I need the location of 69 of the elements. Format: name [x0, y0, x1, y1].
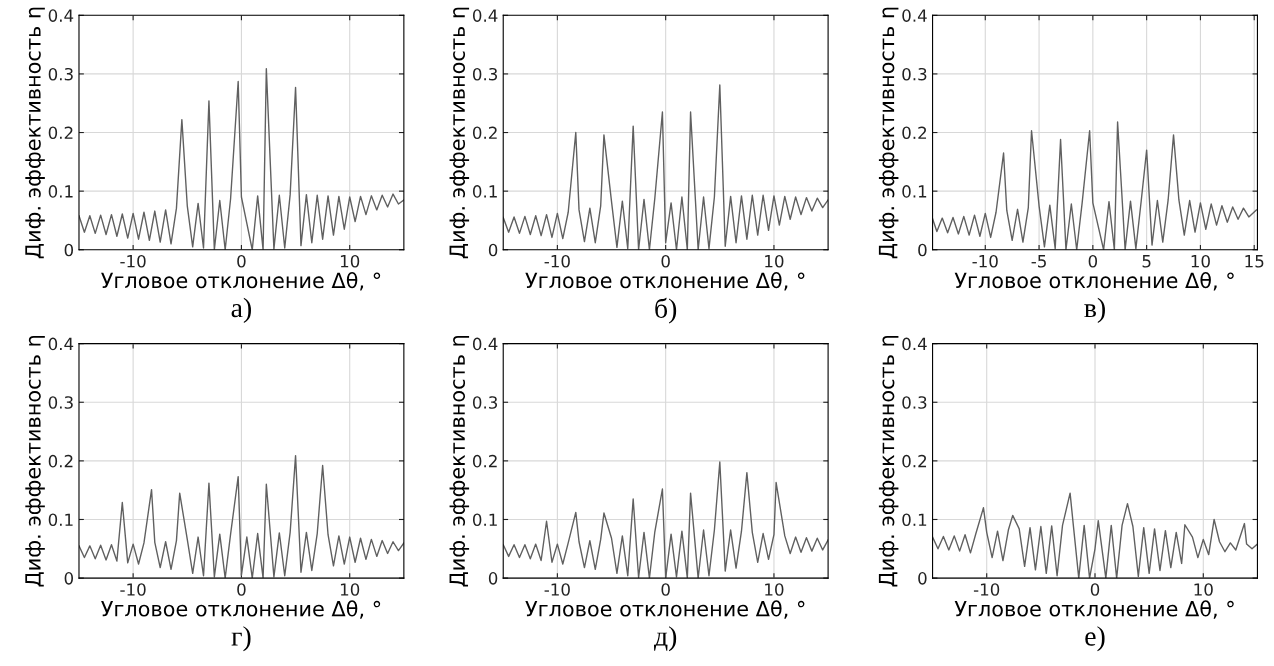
x-tick-label: 10 [1191, 254, 1210, 268]
y-tick-label: 0.1 [472, 185, 497, 198]
text: в) [1084, 297, 1105, 323]
y-tick-label: 0.4 [472, 337, 498, 351]
x-tick-label: 10 [340, 254, 360, 268]
text: б) [655, 297, 677, 324]
x-tick-label: 0 [237, 583, 246, 596]
x-axis-title: Угловое отклонение Δθ, ° [101, 600, 381, 619]
text: а) [231, 297, 251, 323]
x-tick-label: 5 [1142, 255, 1151, 268]
x-axis-title: Угловое отклонение Δθ, ° [954, 271, 1234, 291]
y-tick-label: 0 [918, 243, 927, 257]
text: е) [1085, 626, 1105, 652]
x-tick-label: 0 [237, 254, 246, 268]
x-axis-title: Угловое отклонение Δθ, ° [101, 271, 381, 291]
x-tick-label: 0 [1090, 583, 1100, 596]
x-axis-title: Угловое отклонение Δθ, ° [954, 600, 1234, 619]
y-tick-label: 0.3 [48, 67, 73, 81]
y-tick-label: 0.2 [902, 126, 927, 140]
text: г) [231, 626, 251, 652]
y-tick-label: 0 [488, 243, 498, 257]
y-tick-label: 0.2 [472, 126, 497, 140]
y-tick-label: 0.1 [48, 185, 73, 198]
y-tick-label: 0.3 [472, 67, 498, 81]
y-tick-label: 0 [64, 243, 74, 257]
x-axis-title: Угловое отклонение Δθ, ° [525, 600, 805, 619]
y-tick-label: 0.3 [48, 396, 73, 409]
x-tick-label: -10 [973, 583, 1000, 596]
x-tick-label: 0 [661, 254, 670, 268]
y-tick-label: 0.4 [48, 9, 74, 22]
y-axis-title: Диф. эффективность η [449, 335, 470, 587]
y-tick-label: 0.2 [48, 454, 73, 468]
x-tick-label: 10 [340, 583, 360, 596]
x-axis-title: Угловое отклонение Δθ, ° [525, 271, 805, 291]
y-axis-title: Диф. эффективность η [25, 335, 45, 587]
x-tick-label: 15 [1245, 255, 1264, 268]
y-tick-label: 0.1 [472, 513, 497, 527]
y-axis-title: Диф. эффективность η [25, 7, 45, 259]
y-tick-label: 0.4 [472, 9, 498, 22]
y-tick-label: 0 [64, 572, 74, 585]
y-tick-label: 0.3 [902, 396, 927, 409]
x-tick-label: -10 [972, 254, 998, 268]
x-tick-label: 10 [765, 583, 784, 596]
text: д) [653, 626, 677, 652]
x-tick-label: -10 [544, 254, 570, 268]
y-tick-label: 0 [918, 572, 927, 585]
y-tick-label: 0.4 [48, 337, 74, 351]
x-tick-label: -10 [120, 254, 146, 268]
y-tick-label: 0.1 [902, 513, 927, 527]
y-tick-label: 0.3 [472, 396, 498, 409]
y-tick-label: 0.4 [902, 9, 927, 22]
x-tick-label: 0 [661, 583, 670, 596]
y-tick-label: 0.3 [902, 67, 927, 81]
y-tick-label: 0.1 [48, 513, 73, 527]
y-tick-label: 0 [488, 572, 498, 585]
y-axis-title: Диф. эффективность η [878, 335, 899, 587]
y-tick-label: 0.2 [902, 454, 927, 468]
y-axis-title: Диф. эффективность η [449, 7, 470, 259]
y-tick-label: 0.1 [902, 185, 927, 198]
x-tick-label: -10 [120, 583, 146, 596]
x-tick-label: -5 [1031, 255, 1046, 268]
x-tick-label: 10 [765, 254, 784, 268]
y-tick-label: 0.2 [48, 126, 73, 140]
y-axis-title: Диф. эффективность η [878, 7, 899, 259]
y-tick-label: 0.2 [472, 454, 497, 468]
x-tick-label: 10 [1194, 583, 1213, 596]
x-tick-label: -10 [544, 583, 570, 596]
y-tick-label: 0.4 [902, 337, 927, 351]
x-tick-label: 0 [1088, 254, 1098, 268]
